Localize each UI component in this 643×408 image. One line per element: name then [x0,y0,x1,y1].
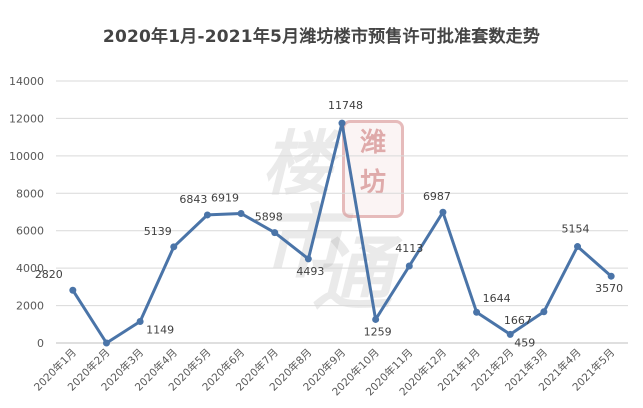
chart-title: 2020年1月-2021年5月潍坊楼市预售许可批准套数走势 [102,27,541,47]
data-point [439,208,447,216]
data-label: 1149 [146,323,174,336]
y-axis-tick-labels: 0 2000 4000 6000 8000 10000 12000 14000 [9,75,44,350]
data-label: 3570 [595,282,623,295]
data-point [405,262,413,270]
data-point [271,229,279,237]
data-label: 4113 [395,242,423,255]
data-label: 11748 [328,99,363,112]
data-label: 6919 [211,192,239,205]
y-tick-label: 4000 [16,262,44,275]
data-point [506,330,514,338]
y-tick-label: 12000 [9,112,44,125]
y-tick-label: 10000 [9,150,44,163]
gridlines [56,80,628,344]
data-points [69,119,615,347]
data-label: 5139 [144,225,172,238]
watermark-char-1: 楼 [262,122,332,205]
watermark-seal-char-1: 潍 [359,128,386,158]
data-label: 6987 [423,190,451,203]
data-label: 5154 [562,223,590,236]
data-label: 1644 [483,292,511,305]
y-tick-label: 0 [37,337,44,350]
y-tick-label: 6000 [16,225,44,238]
data-point [338,119,346,127]
y-tick-label: 2000 [16,300,44,313]
data-label: 5898 [255,211,283,224]
data-label: 2820 [35,268,63,281]
watermark-seal: 潍 坊 [342,120,404,218]
y-tick-label: 14000 [9,75,44,88]
data-point [102,339,110,347]
data-point [136,317,144,325]
data-point [473,308,481,316]
data-label: 459 [514,336,535,349]
data-label: 4493 [296,265,324,278]
x-axis-tick-labels: 2020年1月2020年2月2020年3月2020年4月2020年5月2020年… [31,346,617,398]
watermark-char-2: 市 [262,195,342,289]
data-point [304,255,312,263]
data-point [540,308,548,316]
data-point [203,211,211,219]
data-point [372,315,380,323]
data-point [574,243,582,251]
data-point [69,286,77,294]
data-point [237,210,245,218]
data-label: 1667 [504,314,532,327]
data-label: 6843 [179,193,207,206]
y-tick-label: 8000 [16,187,44,200]
data-point [607,272,615,280]
data-point [170,243,178,251]
data-labels: 2820 1149 5139 6843 6919 5898 4493 11748 1259 411… [35,99,623,349]
data-label: 1259 [364,325,392,338]
